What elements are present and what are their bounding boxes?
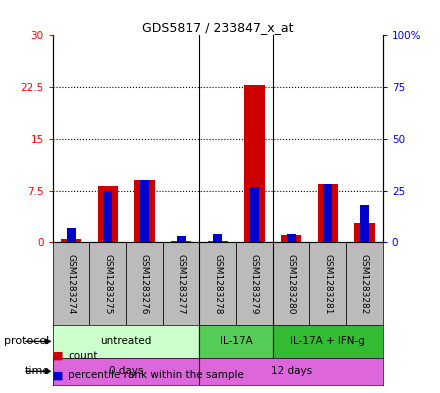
Text: GSM1283274: GSM1283274 — [66, 254, 76, 314]
Text: percentile rank within the sample: percentile rank within the sample — [68, 370, 244, 380]
Text: protocol: protocol — [4, 336, 49, 346]
Text: 12 days: 12 days — [271, 366, 312, 376]
Bar — [103, 191, 112, 242]
Text: untreated: untreated — [100, 336, 152, 346]
FancyBboxPatch shape — [53, 242, 89, 325]
Text: GSM1283276: GSM1283276 — [140, 253, 149, 314]
Bar — [140, 180, 149, 242]
Bar — [134, 180, 154, 242]
Text: ■: ■ — [53, 351, 63, 361]
Bar — [273, 325, 383, 358]
Text: count: count — [68, 351, 98, 361]
Bar — [360, 205, 369, 242]
Bar — [61, 239, 81, 242]
Text: IL-17A + IFN-g: IL-17A + IFN-g — [290, 336, 365, 346]
FancyBboxPatch shape — [273, 242, 309, 325]
Text: GSM1283278: GSM1283278 — [213, 253, 222, 314]
Bar — [176, 236, 186, 242]
Bar — [250, 187, 259, 242]
Text: GSM1283281: GSM1283281 — [323, 253, 332, 314]
Bar — [281, 235, 301, 242]
Bar — [208, 241, 228, 242]
Text: GSM1283277: GSM1283277 — [176, 253, 186, 314]
Text: ■: ■ — [53, 370, 63, 380]
Bar — [66, 228, 76, 242]
Text: 0 days: 0 days — [109, 366, 143, 376]
Text: GSM1283280: GSM1283280 — [286, 253, 296, 314]
Bar — [244, 85, 264, 242]
Text: GSM1283275: GSM1283275 — [103, 253, 112, 314]
Bar — [213, 234, 222, 242]
FancyBboxPatch shape — [346, 242, 383, 325]
Title: GDS5817 / 233847_x_at: GDS5817 / 233847_x_at — [142, 21, 293, 34]
FancyBboxPatch shape — [236, 242, 273, 325]
Bar — [199, 325, 273, 358]
Bar — [354, 223, 374, 242]
FancyBboxPatch shape — [89, 242, 126, 325]
FancyBboxPatch shape — [199, 242, 236, 325]
Bar — [98, 186, 118, 242]
Bar — [53, 325, 199, 358]
Bar — [171, 241, 191, 242]
Bar — [53, 358, 199, 385]
FancyBboxPatch shape — [309, 242, 346, 325]
Text: IL-17A: IL-17A — [220, 336, 253, 346]
Bar — [318, 184, 338, 242]
Text: GSM1283282: GSM1283282 — [360, 254, 369, 314]
Text: time: time — [24, 366, 49, 376]
Bar — [199, 358, 383, 385]
Text: GSM1283279: GSM1283279 — [250, 253, 259, 314]
Bar — [286, 234, 296, 242]
Bar — [323, 184, 332, 242]
FancyBboxPatch shape — [126, 242, 163, 325]
FancyBboxPatch shape — [163, 242, 199, 325]
